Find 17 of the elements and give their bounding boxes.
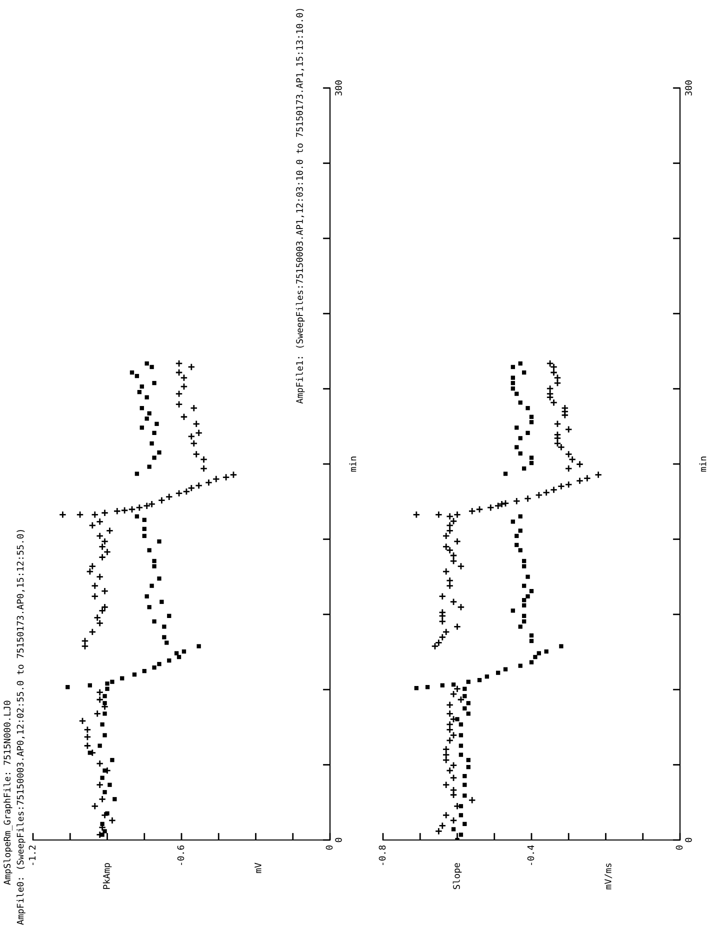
y-tick-label: 300 <box>685 80 692 96</box>
text: AmpFile0: (SweepFiles:75150003.AP0,12:02:55.0 to 75150173.AP0,15:12:55.0) <box>16 530 26 925</box>
x-tick-label: -0.6 <box>177 845 184 866</box>
x-tick-label: 0 <box>676 845 683 850</box>
text: mV/ms <box>604 863 612 890</box>
y-axis-title: min <box>699 456 706 472</box>
x-tick-label: -0.4 <box>527 845 534 866</box>
text: Slope <box>452 863 462 890</box>
x-tick-label: -1.2 <box>28 846 36 866</box>
annotation: AmpFile1: (SweepFiles:75150003.AP1,12:03:10.0 to 75150173.AP1,15:13:10.0) <box>296 8 305 404</box>
x-tick-label: -0.8 <box>378 845 386 866</box>
y-axis-title: min <box>349 456 356 472</box>
text: PkAmp <box>102 863 112 889</box>
x-tick-label: 0 <box>326 845 333 850</box>
text: mV <box>254 862 262 873</box>
text: AmpSlopeRm_GraphFile: 7515N000.LJ0 <box>3 700 13 885</box>
y-tick-label: 300 <box>335 80 342 96</box>
